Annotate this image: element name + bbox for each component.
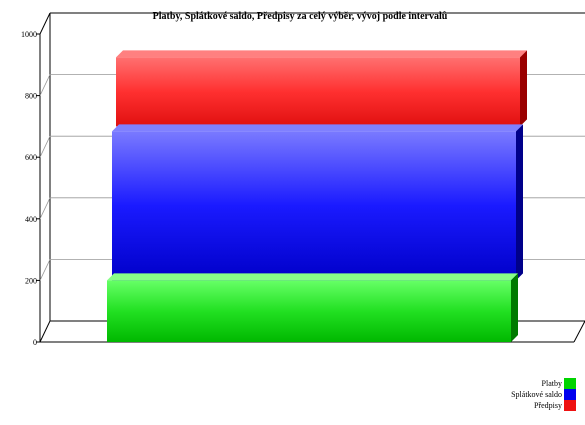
y-tick-label: 800 (25, 92, 37, 101)
bars (107, 50, 527, 342)
y-axis-ticks: 0 200 400 600 800 1000 (21, 30, 40, 347)
bar (112, 131, 516, 281)
legend-label: Platby (542, 379, 562, 388)
frame-top-depth (39, 12, 51, 35)
gridline-depth (39, 259, 51, 281)
legend-label: Splátkové saldo (511, 390, 562, 399)
legend: Platby Splátkové saldo Předpisy (511, 378, 576, 411)
bar-side-face (516, 124, 523, 281)
gridline-depth (39, 74, 51, 96)
chart-title: Platby, Splátkové saldo, Předpisy za cel… (153, 11, 448, 22)
legend-swatch (564, 389, 576, 400)
bar-series-předpisy (116, 50, 527, 127)
bar-top-face (107, 273, 518, 281)
bar-series-platby (107, 273, 518, 342)
bar-top-face (116, 50, 527, 58)
legend-swatch (564, 378, 576, 389)
y-tick-label: 1000 (21, 30, 37, 39)
bar-series-splátkové-saldo (112, 124, 523, 281)
y-tick-label: 0 (33, 338, 37, 347)
y-tick-label: 400 (25, 215, 37, 224)
bar-top-face (112, 124, 523, 132)
legend-label: Předpisy (534, 401, 562, 410)
bar (107, 280, 511, 342)
y-tick-label: 200 (25, 276, 37, 285)
gridline-depth (39, 136, 51, 158)
gridline-depth (39, 197, 51, 219)
floor-left-depth (39, 320, 51, 343)
floor-right-depth (573, 320, 585, 343)
bar-side-face (511, 273, 518, 342)
bar-side-face (520, 50, 527, 127)
legend-swatch (564, 400, 576, 411)
bar (116, 57, 520, 127)
y-tick-label: 600 (25, 153, 37, 162)
